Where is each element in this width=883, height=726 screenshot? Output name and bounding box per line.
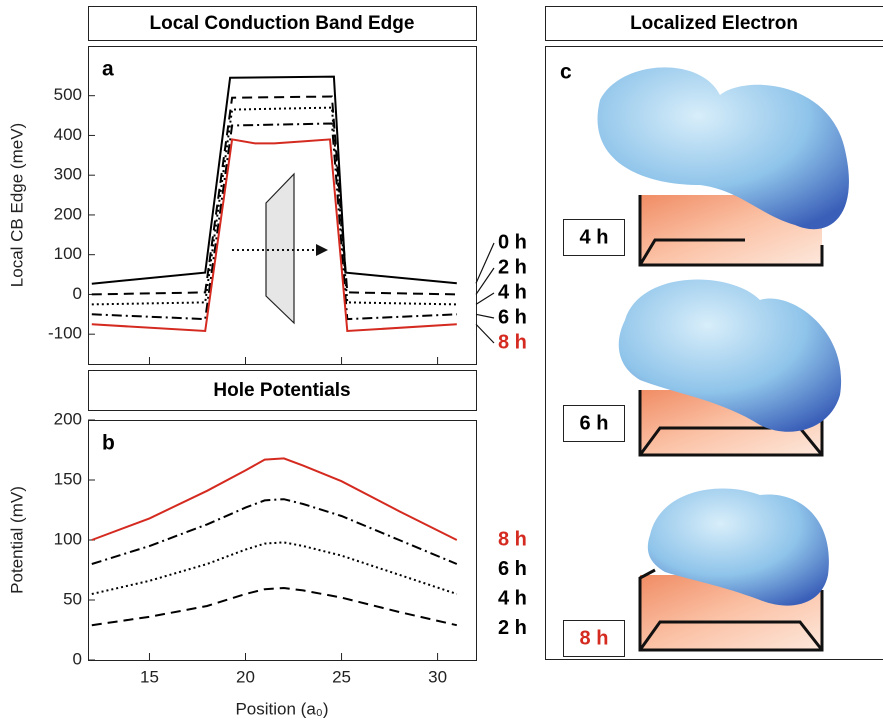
y-axis-label: Local CB Edge (meV) [7, 123, 26, 287]
legend-label: 8 h [498, 528, 527, 550]
time-label: 8 h [580, 627, 609, 649]
plot-frame [89, 421, 477, 661]
chart-title: Hole Potentials [213, 380, 350, 401]
x-tick-label: 25 [332, 667, 351, 686]
legend-label: 8 h [498, 331, 527, 353]
series-line [92, 588, 457, 625]
panel-label: a [102, 58, 114, 81]
y-tick-label: 0 [73, 649, 82, 668]
y-axis-label: Potential (mV) [7, 486, 26, 594]
y-tick-label: 150 [54, 469, 82, 488]
y-tick-label: 500 [54, 85, 82, 104]
y-tick-label: 50 [63, 589, 82, 608]
y-tick-label: -100 [48, 324, 82, 343]
y-tick-label: 0 [73, 284, 82, 303]
legend-label: 6 h [498, 306, 527, 328]
time-label: 6 h [580, 412, 609, 434]
legend-label: 2 h [498, 617, 527, 639]
legend-leader [476, 268, 494, 294]
legend-leader [476, 243, 494, 283]
y-tick-label: 100 [54, 244, 82, 263]
series-line [92, 499, 457, 564]
figure: Localized Electron c 4 h 6 h 8 h Local C… [0, 0, 883, 726]
y-tick-label: 300 [54, 165, 82, 184]
x-tick-label: 20 [236, 667, 255, 686]
chart-title: Local Conduction Band Edge [150, 13, 415, 34]
y-tick-label: 200 [54, 204, 82, 223]
time-label: 4 h [580, 226, 609, 248]
x-tick-label: 15 [140, 667, 159, 686]
y-tick-label: 400 [54, 125, 82, 144]
decoration [232, 174, 328, 323]
panel-title: Localized Electron [630, 13, 798, 34]
legend-label: 6 h [498, 558, 527, 580]
legend-label: 0 h [498, 231, 527, 253]
legend-label: 2 h [498, 256, 527, 278]
panel-label: b [102, 432, 115, 455]
x-axis-label: Position (a₀) [235, 699, 328, 718]
legend-leader [476, 293, 494, 304]
legend-label: 4 h [498, 281, 527, 303]
series-line [92, 542, 457, 594]
x-tick-label: 30 [428, 667, 447, 686]
electron-8h [640, 488, 829, 650]
legend-leader [476, 314, 494, 318]
legend-leader [476, 324, 494, 343]
panel-label: c [560, 61, 572, 84]
legend-label: 4 h [498, 587, 527, 609]
y-tick-label: 100 [54, 529, 82, 548]
y-tick-label: 200 [54, 409, 82, 428]
